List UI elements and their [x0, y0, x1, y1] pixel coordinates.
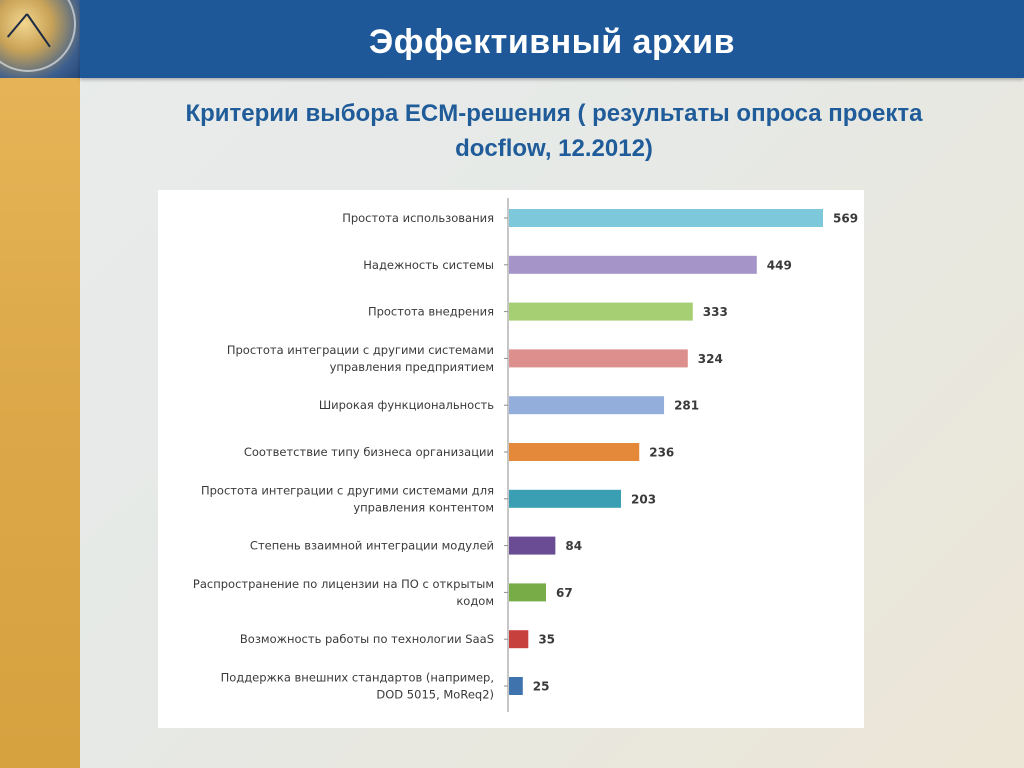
category-label: Простота внедрения: [368, 305, 494, 319]
bar-chart: 569 Простота использования 449 Надежность с…: [193, 198, 858, 712]
clock-corner-image: [0, 0, 80, 78]
bar: [509, 396, 665, 415]
category-label: Простота интеграции с другими системами …: [201, 483, 494, 497]
category-label: управления контентом: [353, 500, 494, 514]
bar: [509, 255, 757, 274]
bar: [509, 677, 523, 695]
category-label: Поддержка внешних стандартов (например,: [221, 671, 494, 685]
data-label: 25: [533, 680, 550, 694]
data-label: 84: [565, 539, 582, 553]
data-label: 324: [698, 352, 723, 366]
data-label: 281: [674, 399, 699, 413]
subtitle-line-2: docflow, 12.2012): [455, 135, 653, 162]
data-label: 203: [631, 492, 656, 506]
data-label: 35: [538, 633, 555, 647]
category-label: Соответствие типу бизнеса организации: [244, 445, 494, 459]
category-label: управления предприятием: [330, 360, 494, 374]
category-label: кодом: [456, 594, 494, 608]
clock-ring: [0, 0, 76, 72]
left-decorative-strip: [0, 78, 80, 768]
bar: [509, 349, 688, 368]
slide-title: Эффективный архив: [369, 23, 735, 61]
category-label: Простота использования: [342, 211, 494, 225]
chart-panel: 569 Простота использования 449 Надежность с…: [158, 190, 864, 728]
bar: [509, 536, 556, 555]
bar: [509, 489, 622, 508]
data-label: 569: [833, 212, 858, 226]
category-label: Широкая функциональность: [319, 398, 494, 412]
data-label: 333: [703, 305, 728, 319]
category-label: DOD 5015, MoReq2): [376, 688, 494, 702]
category-label: Возможность работы по технологии SaaS: [240, 632, 494, 646]
data-label: 449: [767, 258, 792, 272]
bar: [509, 209, 823, 227]
category-label: Распространение по лицензии на ПО с откр…: [193, 577, 494, 591]
category-label: Простота интеграции с другими системами: [227, 343, 494, 357]
bar: [509, 583, 546, 602]
subtitle-line-1: Критерии выбора ECM-решения ( результаты…: [185, 100, 923, 127]
bar: [509, 443, 640, 461]
category-label: Степень взаимной интеграции модулей: [250, 539, 494, 553]
bar: [509, 302, 693, 321]
slide-subtitle: Критерии выбора ECM-решения ( результаты…: [100, 96, 1008, 166]
header-bar: Эффективный архив: [80, 0, 1024, 78]
category-label: Надежность системы: [363, 258, 494, 272]
data-label: 236: [649, 446, 674, 460]
bar: [509, 630, 529, 649]
data-label: 67: [556, 586, 573, 600]
